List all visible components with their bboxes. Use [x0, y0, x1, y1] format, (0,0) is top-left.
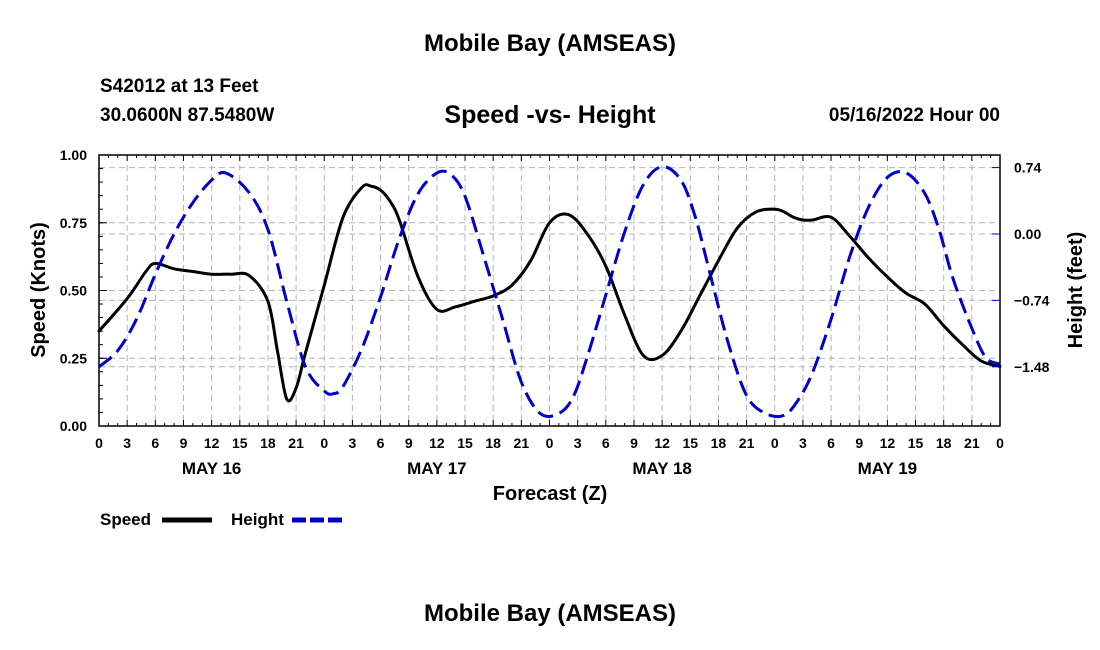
day-label: MAY 16 — [182, 459, 242, 478]
y2-tick-label: −1.48 — [1014, 359, 1050, 375]
main-title: Mobile Bay (AMSEAS) — [423, 30, 677, 57]
x-tick-label: 12 — [429, 435, 445, 451]
x-tick-label: 9 — [855, 435, 863, 451]
station-coordinates: 30.0600N 87.5480W — [100, 105, 275, 126]
day-label: MAY 17 — [407, 459, 467, 478]
x-tick-label: 3 — [574, 435, 582, 451]
x-tick-label: 18 — [260, 435, 276, 451]
x-tick-label: 6 — [827, 435, 835, 451]
y2-tick-label: 0.00 — [1014, 226, 1041, 242]
x-tick-label: 3 — [799, 435, 807, 451]
x-tick-label: 21 — [288, 435, 304, 451]
x-tick-label: 6 — [377, 435, 385, 451]
x-tick-label: 9 — [405, 435, 413, 451]
y2-axis-label: Height (feet) — [1065, 232, 1087, 349]
y-tick-label: 0.50 — [60, 283, 87, 299]
x-tick-label: 6 — [602, 435, 610, 451]
day-label: MAY 19 — [858, 459, 918, 478]
chart-series — [97, 165, 1002, 419]
chart-title: Speed -vs- Height — [444, 101, 656, 129]
x-tick-label: 0 — [771, 435, 779, 451]
x-tick-label: 0 — [320, 435, 328, 451]
y2-tick-label: −0.74 — [1014, 292, 1050, 308]
y2-tick-label: 0.74 — [1014, 160, 1041, 176]
x-tick-label: 3 — [123, 435, 131, 451]
x-tick-label: 18 — [711, 435, 727, 451]
legend: Speed Height — [100, 510, 342, 529]
x-tick-label: 18 — [936, 435, 952, 451]
bottom-title: Mobile Bay (AMSEAS) — [423, 600, 677, 627]
x-tick-label: 15 — [457, 435, 473, 451]
chart-axes: 0 3 6 9 12 15 18 21 0 3 6 9 12 15 18 21 0 3 6 9 12 15 18 21 0 3 6 9… — [60, 147, 1050, 478]
x-tick-label: 9 — [630, 435, 638, 451]
x-tick-label: 21 — [514, 435, 530, 451]
speed-series-line — [97, 183, 1002, 403]
x-tick-label: 12 — [654, 435, 670, 451]
x-tick-label: 18 — [485, 435, 501, 451]
x-tick-label: 6 — [151, 435, 159, 451]
x-tick-label: 0 — [95, 435, 103, 451]
x-tick-label: 3 — [349, 435, 357, 451]
chart-grid — [99, 155, 1000, 426]
speed-height-chart: 0 3 6 9 12 15 18 21 0 3 6 9 12 15 18 21 0 3 6 9 12 15 18 21 0 3 6 9… — [28, 147, 1087, 529]
legend-speed-label: Speed — [100, 510, 151, 529]
y-tick-label: 0.75 — [60, 215, 87, 231]
x-tick-label: 15 — [232, 435, 248, 451]
height-series-line — [98, 165, 1001, 419]
x-tick-label: 15 — [682, 435, 698, 451]
x-tick-label: 9 — [180, 435, 188, 451]
x-tick-label: 15 — [908, 435, 924, 451]
x-tick-label: 0 — [996, 435, 1004, 451]
forecast-datetime: 05/16/2022 Hour 00 — [828, 105, 1000, 126]
y-tick-label: 0.00 — [60, 418, 87, 434]
day-label: MAY 18 — [632, 459, 692, 478]
y-axis-label: Speed (Knots) — [28, 222, 50, 358]
x-tick-label: 21 — [964, 435, 980, 451]
x-tick-label: 12 — [880, 435, 896, 451]
station-label: S42012 at 13 Feet — [100, 76, 259, 97]
x-tick-label: 21 — [739, 435, 755, 451]
y-tick-label: 0.25 — [60, 350, 87, 366]
x-tick-label: 0 — [546, 435, 554, 451]
legend-height-label: Height — [231, 510, 284, 529]
x-axis-label: Forecast (Z) — [493, 483, 607, 505]
y-tick-label: 1.00 — [60, 147, 87, 163]
x-tick-label: 12 — [204, 435, 220, 451]
